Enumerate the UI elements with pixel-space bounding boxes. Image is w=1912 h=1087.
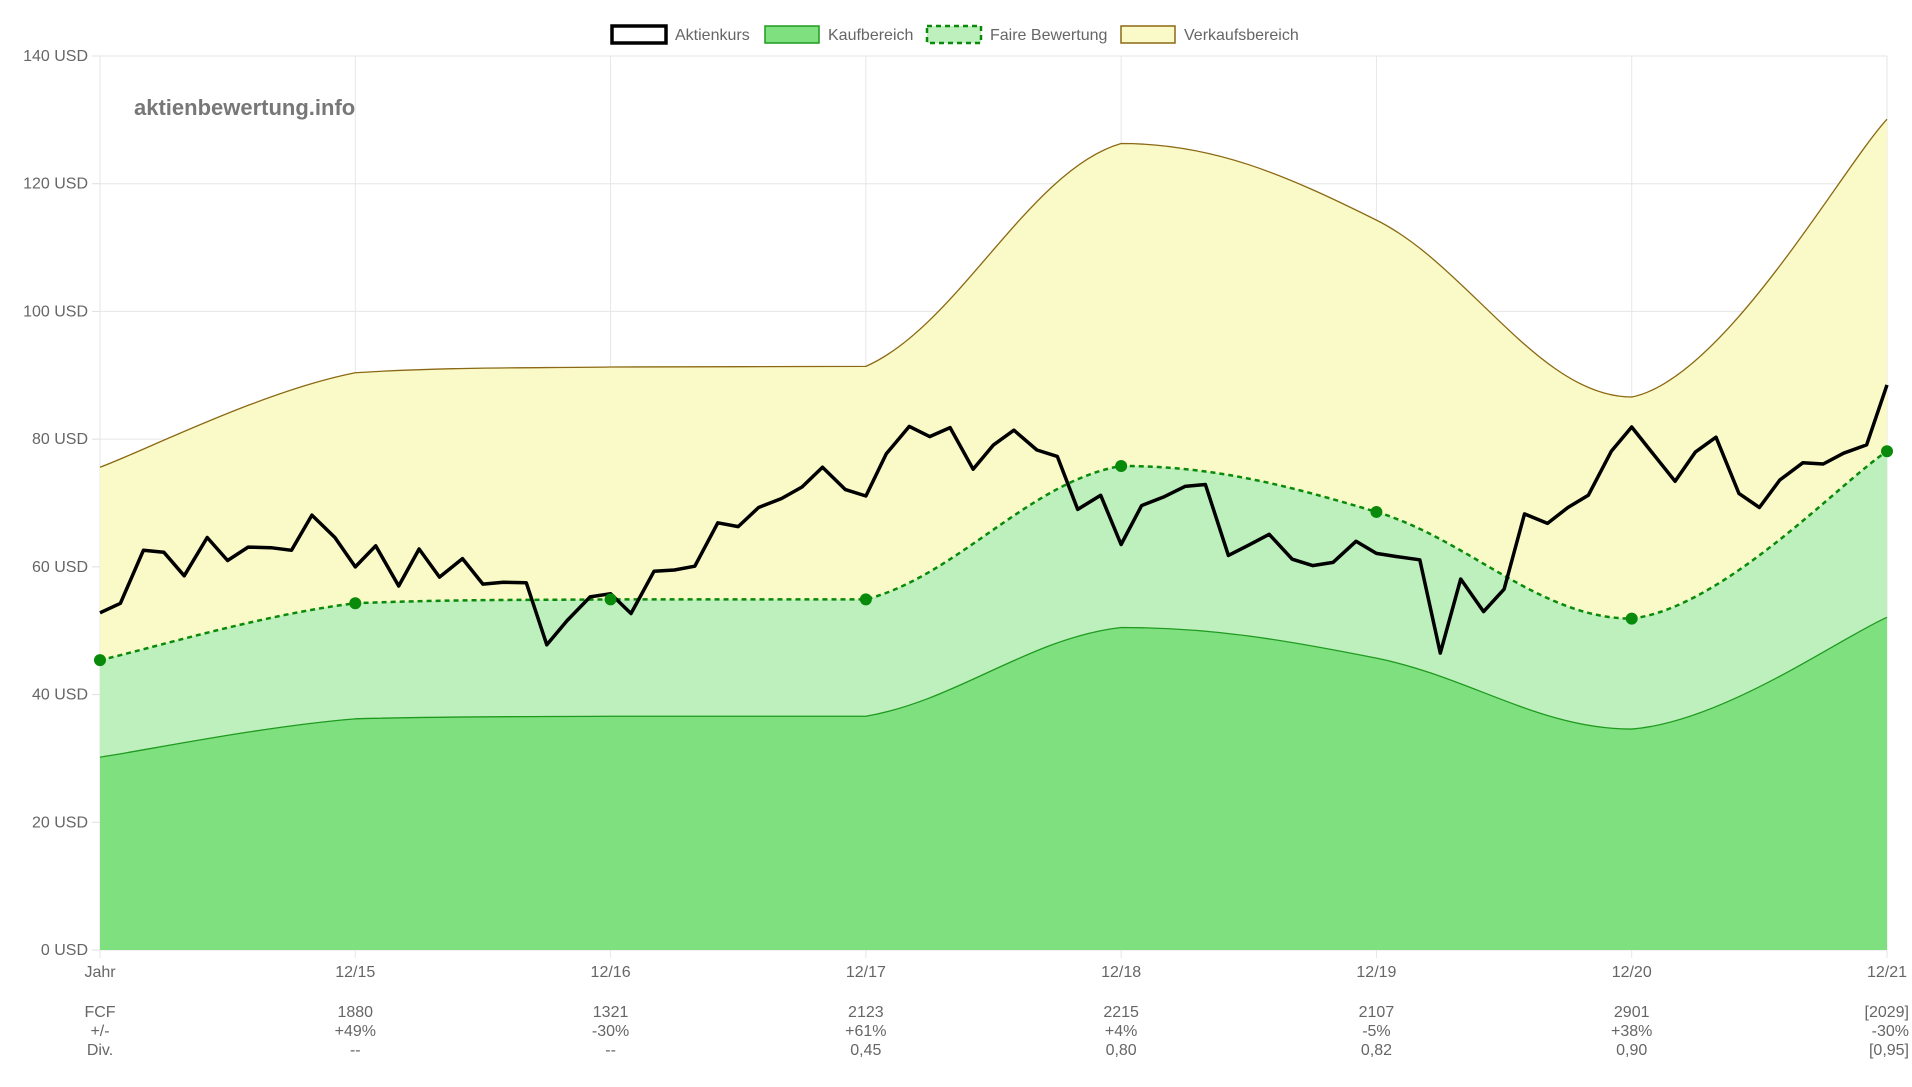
fair-point[interactable] xyxy=(1370,505,1383,518)
table-cell: [0,95] xyxy=(1869,1042,1909,1059)
x-tick-label: 12/18 xyxy=(1101,964,1141,981)
y-tick-label: 0 USD xyxy=(41,942,88,959)
table-cell: 0,82 xyxy=(1361,1042,1392,1059)
fair-point[interactable] xyxy=(859,593,872,606)
fair-point[interactable] xyxy=(604,593,617,606)
y-tick-label: 40 USD xyxy=(32,687,88,704)
table-cell: 0,45 xyxy=(850,1042,881,1059)
table-cell: -30% xyxy=(1872,1023,1909,1040)
table-cell: +61% xyxy=(845,1023,886,1040)
x-tick-label: 12/16 xyxy=(591,964,631,981)
legend[interactable]: Aktienkurs Kaufbereich Faire Bewertung Verk… xyxy=(610,24,1299,45)
x-tick-label: 12/17 xyxy=(846,964,886,981)
table-cell: -30% xyxy=(592,1023,629,1040)
legend-label: Aktienkurs xyxy=(675,27,750,44)
y-tick-label: 100 USD xyxy=(23,303,88,320)
y-tick-label: 80 USD xyxy=(32,431,88,448)
table-cell: -5% xyxy=(1362,1023,1390,1040)
legend-swatch xyxy=(1120,25,1176,44)
y-tick-label: 140 USD xyxy=(23,48,88,65)
fair-point[interactable] xyxy=(94,654,106,667)
legend-swatch xyxy=(764,25,820,44)
table-cell: +49% xyxy=(335,1023,376,1040)
table-row-label: Div. xyxy=(87,1042,113,1059)
x-tick-label: 12/15 xyxy=(335,964,375,981)
table-cell: 0,90 xyxy=(1616,1042,1647,1059)
axis-layer: 0 USD 20 USD 40 USD 60 USD 80 USD 100 USD 120 … xyxy=(23,48,1907,981)
data-table: FCF 1880 1321 2123 2215 2107 2901 [2029] +/- +49%… xyxy=(84,1004,1909,1059)
x-tick-label: 12/21 xyxy=(1867,964,1907,981)
legend-item[interactable]: Aktienkurs xyxy=(610,24,750,45)
legend-item[interactable]: Kaufbereich xyxy=(764,25,913,44)
line-layer xyxy=(94,384,1893,667)
table-cell: 1880 xyxy=(337,1004,373,1021)
legend-label: Verkaufsbereich xyxy=(1184,27,1299,44)
legend-item[interactable]: Verkaufsbereich xyxy=(1120,25,1299,44)
x-tick-label: Jahr xyxy=(84,964,116,981)
table-cell: 0,80 xyxy=(1106,1042,1137,1059)
table-cell: 2123 xyxy=(848,1004,884,1021)
price-line xyxy=(99,384,1889,655)
buy-area xyxy=(100,617,1887,950)
table-cell: 2107 xyxy=(1359,1004,1395,1021)
table-cell: -- xyxy=(605,1042,616,1059)
table-row-label: +/- xyxy=(90,1023,109,1040)
table-cell: 1321 xyxy=(593,1004,629,1021)
x-tick-label: 12/20 xyxy=(1612,964,1652,981)
area-layer xyxy=(99,118,1888,951)
legend-swatch xyxy=(610,24,668,45)
fair-point[interactable] xyxy=(1881,445,1893,458)
fair-point[interactable] xyxy=(349,597,362,610)
legend-item[interactable]: Faire Bewertung xyxy=(925,24,1107,45)
table-row-label: FCF xyxy=(84,1004,115,1021)
fair-point[interactable] xyxy=(1625,612,1638,625)
y-tick-label: 20 USD xyxy=(32,814,88,831)
fair-line xyxy=(99,450,1888,662)
legend-swatch xyxy=(925,24,983,45)
y-tick-label: 120 USD xyxy=(23,176,88,193)
table-cell: +38% xyxy=(1611,1023,1652,1040)
sell-line xyxy=(99,118,1888,468)
table-cell: [2029] xyxy=(1865,1004,1909,1021)
watermark: aktienbewertung.info xyxy=(134,95,355,120)
buy-line xyxy=(99,616,1888,758)
x-tick-label: 12/19 xyxy=(1356,964,1396,981)
table-cell: -- xyxy=(350,1042,361,1059)
table-cell: 2215 xyxy=(1103,1004,1139,1021)
fair-point[interactable] xyxy=(1115,459,1128,472)
table-cell: +4% xyxy=(1105,1023,1137,1040)
table-cell: 2901 xyxy=(1614,1004,1650,1021)
legend-label: Faire Bewertung xyxy=(990,27,1107,44)
legend-label: Kaufbereich xyxy=(828,27,913,44)
y-tick-label: 60 USD xyxy=(32,559,88,576)
